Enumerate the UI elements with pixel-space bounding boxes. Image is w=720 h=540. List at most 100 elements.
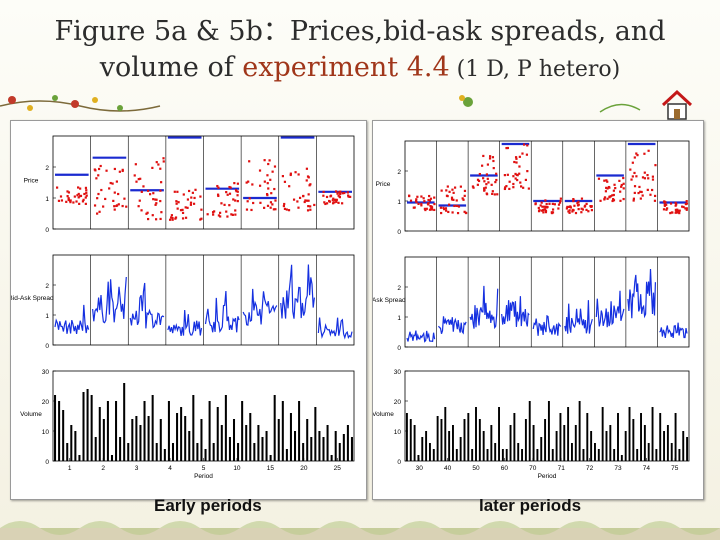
volume-bar [659,413,662,461]
price-point [223,203,226,206]
price-point [476,178,480,181]
spread-series [659,322,688,339]
volume-bar [163,449,166,461]
volume-bar [436,416,439,461]
price-point [133,174,136,177]
price-point [674,201,677,205]
volume-bar [547,401,550,461]
price-point [274,199,277,202]
price-point [184,216,188,219]
volume-bar [58,401,61,461]
price-point [573,204,576,207]
y-axis-label: Volume [20,411,42,418]
x-tick-label: 40 [444,465,452,472]
price-point [149,193,152,196]
volume-bar [86,389,89,461]
price-point [289,173,292,177]
price-point [234,199,237,202]
volume-bar [655,449,658,461]
price-point [485,183,488,186]
price-point [622,176,625,180]
price-point [638,185,641,189]
price-point [234,189,238,192]
volume-bar [578,401,581,461]
price-point [94,169,97,172]
price-point [176,207,179,210]
price-point [159,199,162,203]
price-point [614,186,617,190]
price-point [335,198,338,201]
price-point [309,208,312,211]
price-point [297,173,300,176]
price-point [574,211,578,215]
price-point [245,181,248,184]
price-point [619,190,622,193]
price-point [424,208,427,212]
early-periods-chart: 0 1 2 Price 0 1 2 Bid-Ask Spread 0 10 20 30 Volume 1 2… [11,135,355,480]
price-point [218,211,222,214]
price-point [162,157,165,160]
price-point [121,204,124,208]
price-point [512,182,515,186]
price-point [415,201,418,204]
volume-bar [521,449,524,461]
price-point [461,197,464,200]
price-point [635,152,638,155]
price-point [685,200,688,203]
price-point [233,182,236,185]
price-point [98,210,101,213]
price-point [154,198,157,201]
price-point [174,217,177,220]
price-point [219,215,222,218]
spread-series [167,309,203,336]
price-point [674,208,677,211]
price-point [190,196,193,199]
price-point [476,183,479,186]
price-point [676,211,679,214]
price-point [494,180,497,184]
price-point [585,208,588,212]
price-point [457,205,461,208]
price-point [422,197,425,200]
price-point [612,199,616,202]
price-point [451,211,454,214]
volume-bar [421,437,424,461]
price-point [229,186,232,189]
x-tick-label: 2 [101,465,105,472]
price-point [427,198,430,202]
price-point [568,211,571,214]
subplot-frame [52,370,355,462]
price-point [544,211,548,214]
price-point [267,162,270,166]
price-point [125,205,128,208]
price-point [171,218,174,221]
price-point [416,195,419,198]
price-point [646,174,649,177]
spread-series [280,264,315,319]
volume-bar [192,395,195,461]
volume-bar [563,425,566,461]
volume-bar [490,425,493,461]
price-point [296,200,299,203]
price-point [151,166,154,169]
price-point [522,186,525,189]
y-tick-label: 1 [397,315,401,322]
price-point [597,177,601,180]
y-tick-label: 30 [394,369,402,376]
price-point [492,159,495,163]
price-point [304,199,307,202]
volume-bar [409,419,412,461]
x-tick-label: 60 [501,465,509,472]
price-point [337,201,340,204]
price-point [665,203,668,206]
y-tick-label: 1 [397,199,401,206]
price-point [269,206,272,209]
y-axis-label: Volume [373,411,394,418]
price-point [328,199,331,203]
home-icon[interactable] [660,88,694,122]
price-point [115,180,118,183]
price-point [109,181,112,185]
price-point [537,206,540,210]
price-point [603,179,606,182]
volume-bar [405,413,408,461]
